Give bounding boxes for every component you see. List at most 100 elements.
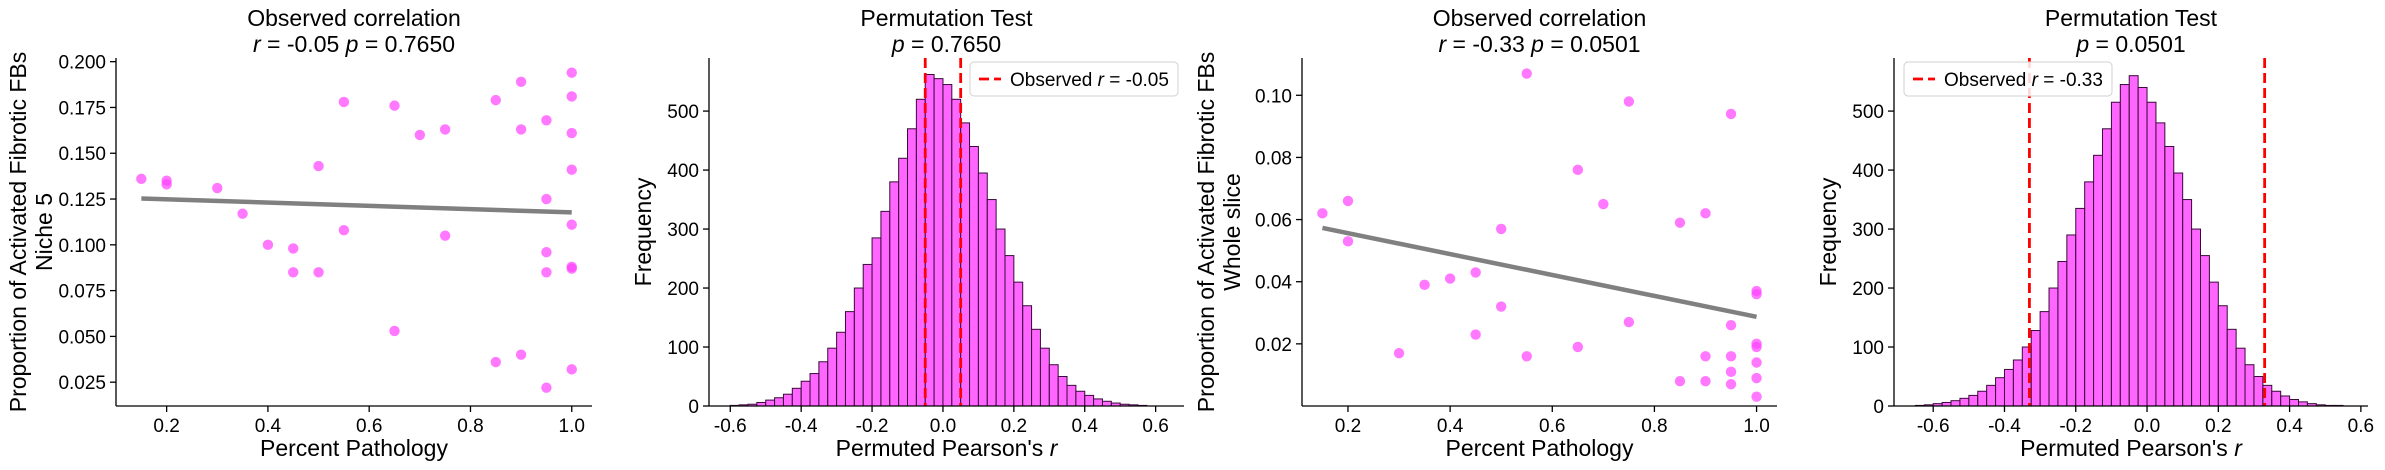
data-point xyxy=(1521,351,1532,362)
histogram-bar xyxy=(2191,228,2201,407)
data-point xyxy=(389,100,400,111)
histogram-bar xyxy=(782,393,793,407)
histogram-bar xyxy=(827,347,838,407)
histogram-bar xyxy=(907,128,917,407)
x-axis-label: Permuted Pearson's r xyxy=(836,435,1059,461)
y-tick-label: 300 xyxy=(667,220,699,241)
data-point xyxy=(237,208,248,219)
data-point xyxy=(338,96,350,108)
histogram-bar xyxy=(765,399,776,407)
histogram-bar xyxy=(2271,390,2282,407)
histogram-bar xyxy=(2039,311,2050,407)
data-point xyxy=(1700,375,1711,387)
y-axis-label: Proportion of Activated Fibrotic FBs xyxy=(1193,52,1219,413)
histogram-bar xyxy=(853,287,864,407)
data-point xyxy=(288,267,299,278)
data-point xyxy=(1393,347,1405,359)
data-point xyxy=(288,243,299,254)
histogram-bar xyxy=(889,181,900,407)
histogram-bar xyxy=(818,361,829,407)
legend: Observed r = -0.05 xyxy=(969,61,1179,97)
data-point xyxy=(515,124,527,135)
data-point xyxy=(1342,236,1354,247)
histogram-bar xyxy=(977,172,988,407)
histogram-bar xyxy=(2289,399,2300,407)
histogram-bar xyxy=(1977,390,1988,407)
x-tick-label: -0.4 xyxy=(1988,416,2021,437)
x-axis-label: Percent Pathology xyxy=(260,435,448,461)
data-point xyxy=(389,325,400,337)
histogram-bar xyxy=(2128,75,2139,407)
x-axis-label: Percent Pathology xyxy=(1446,435,1634,461)
data-point xyxy=(566,67,577,78)
histogram-bar xyxy=(809,373,820,407)
data-point xyxy=(313,267,324,278)
histogram-bar xyxy=(2226,328,2237,407)
data-point xyxy=(566,164,577,175)
y-tick-label: 0.125 xyxy=(58,190,106,211)
histogram-bar xyxy=(2173,172,2184,407)
legend-box xyxy=(1903,61,2113,97)
y-tick-label: 0.04 xyxy=(1255,273,1292,294)
chart-title: Observed correlation xyxy=(1433,5,1647,31)
histogram-bar xyxy=(2093,154,2103,407)
data-point xyxy=(490,356,501,368)
data-point xyxy=(212,182,223,194)
data-point xyxy=(1700,351,1711,362)
data-point xyxy=(161,179,172,190)
y-tick-label: 0.200 xyxy=(58,53,106,74)
histogram-bar xyxy=(2075,207,2086,407)
histogram-bar xyxy=(2003,368,2014,407)
x-tick-label: 0.6 xyxy=(356,416,382,437)
x-tick-label: 0.8 xyxy=(1641,416,1667,437)
histogram-bar xyxy=(1066,384,1077,407)
data-point xyxy=(1751,391,1762,402)
data-point xyxy=(338,224,350,236)
histogram-bar xyxy=(2146,101,2157,407)
histogram-bar xyxy=(1101,400,1112,407)
data-point xyxy=(1317,208,1328,219)
x-tick-label: 0.6 xyxy=(2348,416,2374,437)
x-tick-label: 0.2 xyxy=(1335,416,1361,437)
data-point xyxy=(541,193,552,205)
histogram-bar xyxy=(791,387,802,407)
chart-subtitle: r = -0.05 p = 0.7650 xyxy=(253,31,455,57)
data-point xyxy=(1725,379,1737,390)
histogram-bar xyxy=(995,228,1006,407)
data-point xyxy=(1751,341,1762,353)
data-point xyxy=(1572,164,1584,176)
data-point xyxy=(541,115,552,126)
x-tick-label: 0.2 xyxy=(153,416,179,437)
histogram-bar xyxy=(2280,395,2291,407)
y-tick-label: 0.100 xyxy=(58,236,106,257)
x-tick-label: 0.4 xyxy=(2276,416,2303,437)
histogram-bar xyxy=(1075,390,1086,407)
y-axis-sublabel: Niche 5 xyxy=(31,193,57,271)
histogram-bar xyxy=(1084,394,1095,407)
chart-title: Observed correlation xyxy=(247,5,461,31)
y-tick-label: 0.08 xyxy=(1255,148,1292,169)
histogram-bar xyxy=(1093,398,1103,407)
x-axis-label: Permuted Pearson's r xyxy=(2020,435,2243,461)
legend-label: Observed r = -0.33 xyxy=(1944,70,2103,91)
data-point xyxy=(1725,320,1737,331)
histogram-bar xyxy=(2057,260,2068,407)
data-point xyxy=(1623,96,1635,107)
data-point xyxy=(541,246,552,258)
data-point xyxy=(1598,198,1609,210)
regression-line xyxy=(1321,225,1758,320)
histogram-bar xyxy=(969,145,979,407)
histogram-bar xyxy=(2048,287,2059,407)
data-point xyxy=(1444,273,1456,284)
x-tick-label: 0.4 xyxy=(1072,416,1099,437)
data-point xyxy=(262,239,274,251)
legend-label: Observed r = -0.05 xyxy=(1010,70,1169,91)
histogram-bar xyxy=(2030,330,2041,407)
histogram-bar xyxy=(2235,347,2246,407)
data-point xyxy=(1751,372,1762,384)
histogram-bar xyxy=(2119,84,2130,407)
histogram-bar xyxy=(1057,376,1068,407)
y-tick-label: 0.025 xyxy=(58,373,106,394)
data-point xyxy=(566,91,577,102)
histogram-bar xyxy=(774,397,784,407)
